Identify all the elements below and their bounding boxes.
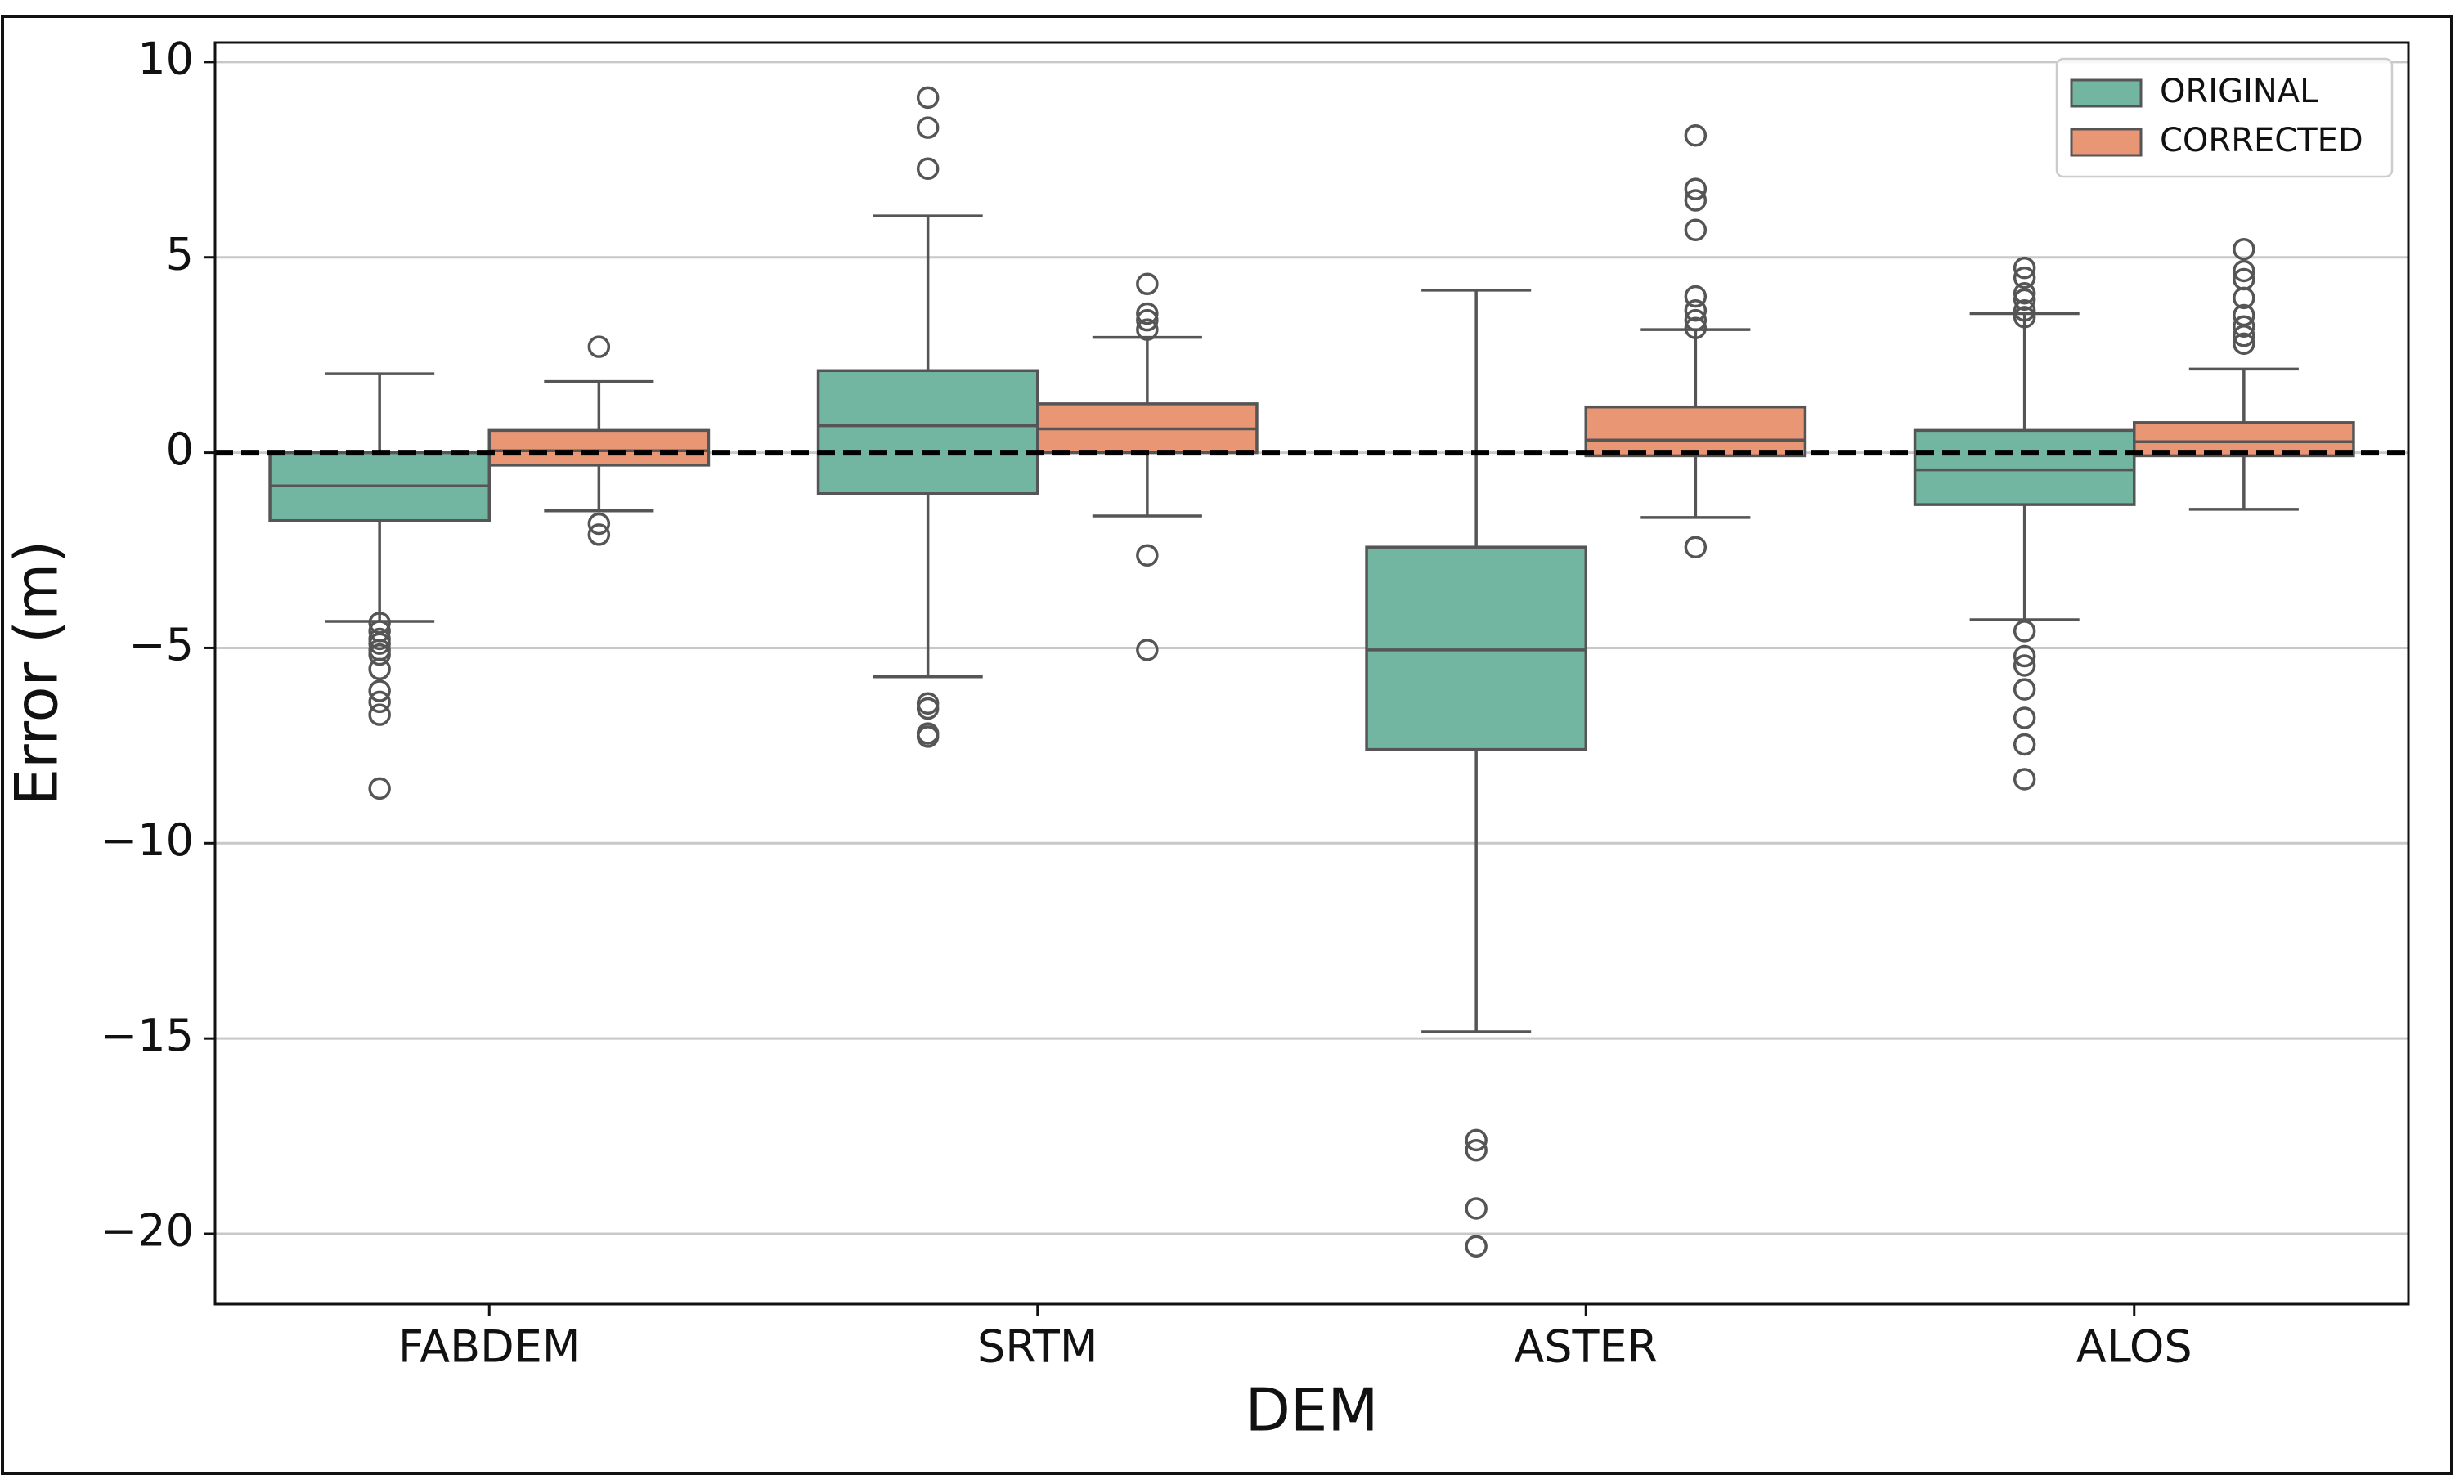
- outlier: [2013, 266, 2036, 289]
- legend-swatch: [2070, 78, 2143, 108]
- outlier: [916, 86, 940, 110]
- outlier: [2233, 259, 2255, 283]
- outlier: [368, 703, 391, 726]
- outlier: [2013, 298, 2036, 322]
- box: [1365, 545, 1588, 751]
- plot-frame: [213, 41, 2410, 1306]
- outlier: [1136, 639, 1159, 661]
- outlier: [587, 523, 611, 546]
- outlier: [1684, 218, 1708, 242]
- outlier: [1465, 1128, 1488, 1152]
- box: [487, 428, 711, 467]
- outlier: [1136, 308, 1159, 332]
- outlier: [2013, 306, 2036, 329]
- y-axis-label: Error (m): [2, 540, 71, 806]
- outlier: [1684, 189, 1708, 212]
- outlier: [2233, 237, 2255, 261]
- outlier: [1136, 318, 1159, 341]
- y-tick-label: 5: [166, 228, 194, 280]
- outlier: [1684, 285, 1708, 308]
- outlier: [1136, 302, 1159, 325]
- outlier: [2013, 706, 2036, 729]
- outlier: [2233, 286, 2255, 310]
- x-tick-label: ALOS: [2076, 1321, 2192, 1373]
- outlier: [2233, 325, 2255, 347]
- outlier: [916, 116, 940, 139]
- outlier: [1684, 298, 1708, 322]
- outlier: [2233, 332, 2255, 356]
- y-tick-label: −20: [101, 1205, 194, 1257]
- figure-frame: [1, 15, 2453, 1475]
- outlier: [916, 725, 940, 748]
- outlier: [368, 643, 391, 666]
- y-tick-label: 0: [166, 424, 194, 475]
- outlier: [1684, 316, 1708, 339]
- box: [1913, 428, 2136, 506]
- outlier: [2013, 654, 2036, 677]
- outlier: [1465, 1235, 1488, 1258]
- outlier: [2013, 256, 2036, 280]
- y-tick-label: 10: [137, 34, 194, 85]
- outlier: [2013, 281, 2036, 305]
- outlier: [2013, 288, 2036, 312]
- outlier: [1684, 536, 1708, 558]
- outlier: [368, 657, 391, 680]
- y-tick-label: −5: [128, 619, 194, 670]
- outlier: [1136, 544, 1159, 567]
- outlier: [368, 690, 391, 714]
- y-tick-label: −10: [101, 814, 194, 866]
- box: [816, 369, 1039, 495]
- box: [1584, 405, 1807, 458]
- outlier: [2013, 678, 2036, 701]
- legend-label: ORIGINAL: [2160, 73, 2318, 110]
- outlier: [368, 632, 391, 655]
- outlier: [916, 697, 940, 720]
- outlier: [587, 335, 611, 358]
- outlier: [1465, 1197, 1488, 1220]
- outlier: [1465, 1139, 1488, 1162]
- y-tick-label: −15: [101, 1010, 194, 1061]
- outlier: [368, 679, 391, 702]
- outlier: [1684, 123, 1708, 147]
- x-axis-label: DEM: [1245, 1376, 1378, 1445]
- outlier: [368, 777, 391, 800]
- outlier: [2013, 644, 2036, 668]
- x-tick-label: SRTM: [977, 1321, 1097, 1373]
- x-tick-label: FABDEM: [398, 1321, 580, 1373]
- outlier: [916, 157, 940, 181]
- outlier: [2013, 733, 2036, 756]
- legend-swatch: [2070, 128, 2143, 157]
- outlier: [1684, 308, 1708, 332]
- outlier: [587, 512, 611, 536]
- outlier: [2013, 620, 2036, 643]
- outlier: [1684, 177, 1708, 200]
- outlier: [2013, 768, 2036, 791]
- outlier: [2233, 315, 2255, 338]
- legend-label: CORRECTED: [2160, 122, 2363, 159]
- outlier: [1136, 272, 1159, 295]
- x-tick-label: ASTER: [1514, 1321, 1658, 1373]
